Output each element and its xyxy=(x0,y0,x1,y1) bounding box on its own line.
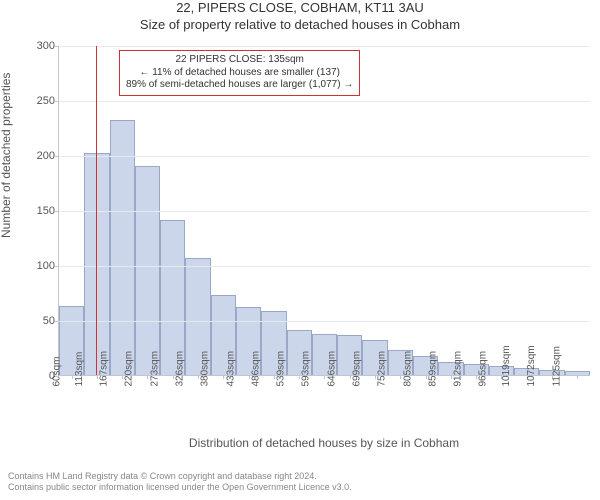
x-tick-label: 220sqm xyxy=(124,351,135,387)
x-tick-label: 646sqm xyxy=(326,351,337,387)
y-tick-label: 300 xyxy=(23,40,55,52)
gridline xyxy=(59,211,590,212)
x-tick-mark xyxy=(350,375,351,379)
x-tick-mark xyxy=(426,375,427,379)
x-tick-mark xyxy=(324,375,325,379)
y-tick-label: 250 xyxy=(23,95,55,107)
footer-attribution: Contains HM Land Registry data © Crown c… xyxy=(8,471,592,494)
annotation-line: 89% of semi-detached houses are larger (… xyxy=(126,79,353,92)
y-tick-label: 100 xyxy=(23,260,55,272)
x-tick-label: 912sqm xyxy=(453,351,464,387)
annotation-box: 22 PIPERS CLOSE: 135sqm← 11% of detached… xyxy=(119,50,360,96)
y-tick-mark xyxy=(55,376,59,377)
x-tick-mark xyxy=(400,375,401,379)
bar xyxy=(110,120,135,375)
annotation-line: 22 PIPERS CLOSE: 135sqm xyxy=(126,54,353,67)
plot-area: 60sqm113sqm167sqm220sqm273sqm326sqm380sq… xyxy=(58,46,590,376)
y-tick-mark xyxy=(55,211,59,212)
x-tick-label: 113sqm xyxy=(74,352,85,387)
x-tick-mark xyxy=(249,375,250,379)
y-tick-label: 150 xyxy=(23,205,55,217)
gridline xyxy=(59,156,590,157)
y-tick-label: 50 xyxy=(23,315,55,327)
page-title: 22, PIPERS CLOSE, COBHAM, KT11 3AU xyxy=(0,0,600,15)
x-tick-label: 539sqm xyxy=(276,351,287,387)
y-axis-label: Number of detached properties xyxy=(0,73,13,238)
x-tick-label: 326sqm xyxy=(175,351,186,387)
annotation-line: ← 11% of detached houses are smaller (13… xyxy=(126,67,353,80)
x-tick-mark xyxy=(577,375,578,379)
x-tick-label: 593sqm xyxy=(301,351,312,387)
subtitle: Size of property relative to detached ho… xyxy=(0,17,600,32)
y-tick-mark xyxy=(55,266,59,267)
x-tick-label: 273sqm xyxy=(149,351,160,387)
x-tick-label: 486sqm xyxy=(251,351,262,387)
x-axis-label: Distribution of detached houses by size … xyxy=(58,436,590,450)
bar xyxy=(135,166,160,375)
x-tick-label: 859sqm xyxy=(428,351,439,387)
footer-line-1: Contains HM Land Registry data © Crown c… xyxy=(8,471,592,483)
x-tick-label: 965sqm xyxy=(478,351,489,387)
gridline xyxy=(59,321,590,322)
footer-line-2: Contains public sector information licen… xyxy=(8,482,592,494)
x-tick-label: 1019sqm xyxy=(501,345,512,386)
gridline xyxy=(59,46,590,47)
x-tick-mark xyxy=(451,375,452,379)
x-tick-label: 805sqm xyxy=(402,351,413,387)
x-tick-mark xyxy=(223,375,224,379)
x-tick-label: 167sqm xyxy=(99,351,110,387)
y-tick-mark xyxy=(55,101,59,102)
gridline xyxy=(59,101,590,102)
x-ticks-group: 60sqm113sqm167sqm220sqm273sqm326sqm380sq… xyxy=(59,375,590,435)
x-tick-mark xyxy=(147,375,148,379)
y-tick-mark xyxy=(55,321,59,322)
marker-line xyxy=(96,46,97,375)
y-tick-mark xyxy=(55,156,59,157)
x-tick-mark xyxy=(173,375,174,379)
x-tick-label: 699sqm xyxy=(352,351,363,387)
x-tick-label: 433sqm xyxy=(225,351,236,387)
x-tick-label: 380sqm xyxy=(200,351,211,387)
y-tick-label: 0 xyxy=(23,370,55,382)
y-tick-label: 200 xyxy=(23,150,55,162)
x-tick-label: 1072sqm xyxy=(526,345,537,386)
gridline xyxy=(59,266,590,267)
y-tick-mark xyxy=(55,46,59,47)
x-tick: 1125sqm xyxy=(565,375,590,435)
x-tick-mark xyxy=(72,375,73,379)
chart-area: Number of detached properties 60sqm113sq… xyxy=(0,38,600,440)
x-tick-label: 752sqm xyxy=(377,351,388,387)
x-tick-label: 1125sqm xyxy=(552,346,563,386)
